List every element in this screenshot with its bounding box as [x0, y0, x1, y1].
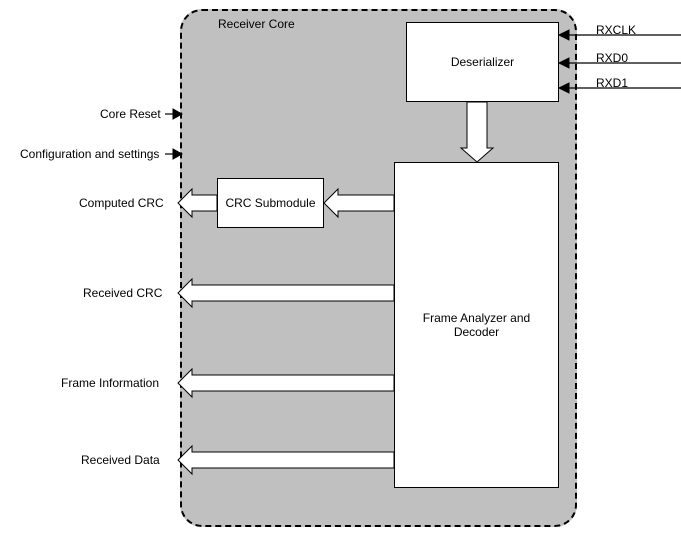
output-label-computed-crc: Computed CRC: [79, 196, 164, 210]
input-label-core-reset: Core Reset: [100, 107, 161, 121]
input-label-configuration: Configuration and settings: [20, 147, 159, 161]
output-label-received-data: Received Data: [81, 453, 160, 467]
input-label-rxclk: RXCLK: [596, 23, 636, 37]
input-label-rxd1: RXD1: [596, 76, 628, 90]
output-label-frame-information: Frame Information: [61, 376, 159, 390]
output-label-received-crc: Received CRC: [83, 286, 162, 300]
input-label-rxd0: RXD0: [596, 51, 628, 65]
